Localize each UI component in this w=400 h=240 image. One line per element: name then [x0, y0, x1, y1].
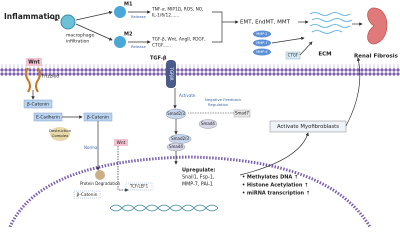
feedback-label: Negative Feedback	[205, 97, 242, 102]
effect-label: • miRNA transcription ↑	[242, 191, 310, 197]
mmp-icon	[253, 48, 271, 56]
ctgf-label: CTGF	[288, 53, 299, 58]
cell-label: macrophage	[66, 33, 94, 39]
dna-helix	[109, 204, 219, 212]
release-label: Release	[131, 44, 146, 49]
arrow	[75, 23, 113, 41]
outcome-label: Renal Fibrosis	[354, 54, 399, 60]
beta-catenin-box	[73, 190, 101, 199]
wnt-box	[26, 58, 42, 66]
myofibroblast-label: Activate Myofibroblasts	[277, 124, 339, 130]
transitions: EMT, EndMT, MMT	[240, 20, 291, 26]
cell-label: infiltration	[66, 39, 89, 45]
ecm-fibers	[309, 12, 353, 34]
diagram: Inflammation macrophage infiltration M1 …	[0, 2, 400, 227]
gene-label: Snail1, Fsp-1,	[182, 175, 215, 181]
arrow	[271, 36, 305, 44]
arrow	[75, 10, 113, 21]
mmp-icon	[253, 30, 271, 38]
activate-label: Activate	[179, 93, 196, 98]
destruction-complex-icon	[50, 127, 70, 141]
destruction-complex-label: Destruction	[49, 128, 72, 133]
effect-label: • Methylates DNA ↑	[242, 175, 298, 181]
tgf-label: TGF-β	[150, 56, 167, 62]
mmp-label: MMP-9	[256, 50, 267, 54]
m2-icon	[114, 36, 126, 48]
beta-catenin-label: β-Catenin	[87, 115, 109, 121]
myofibroblast-box	[269, 120, 347, 133]
arrow	[299, 41, 313, 56]
smad4-label: Smad4	[201, 121, 215, 126]
degradation-label: Protein Degradation	[80, 181, 121, 186]
complex-label: Smad2/3	[171, 136, 189, 141]
cell-membrane	[0, 64, 400, 76]
arrow	[47, 16, 59, 21]
m2-factors: TGF-β, Wnt, AngII, PDGF,	[151, 37, 206, 43]
ctgf-box	[285, 51, 301, 60]
arrow	[345, 57, 361, 127]
page: Renal fibrosis pathways {"inflammation":…	[0, 0, 400, 227]
upregulate-label: Upregulate:	[182, 168, 216, 174]
arrow	[212, 11, 238, 43]
effect-label: • Histone Acetylation ↑	[242, 183, 308, 189]
release-label: Release	[131, 14, 146, 19]
tcf-box	[125, 182, 153, 191]
smad23-label: Smad2/3	[167, 111, 185, 116]
e-cadherin-label: E-Cadherin	[36, 115, 60, 121]
smad-icon	[198, 119, 218, 129]
mmp-icon	[253, 39, 271, 47]
smad7-label: Smad7	[235, 111, 249, 116]
feedback-label: Regulation	[208, 102, 229, 107]
mmp-label: MMP-7	[256, 41, 267, 45]
kidney-icon	[367, 7, 388, 45]
gene-label: MMP-7, PAI-1	[182, 182, 213, 188]
wnt-box	[114, 139, 128, 146]
beta-catenin-box	[23, 99, 53, 109]
m2-label: M2	[124, 32, 133, 38]
destruction-complex-label: Complex	[52, 133, 69, 138]
arrow	[117, 146, 129, 192]
tgfbr-icon	[166, 60, 176, 88]
degradation-icon	[95, 170, 105, 180]
normal-label: Normal	[84, 145, 98, 150]
wnt-label: Wnt	[28, 60, 40, 66]
inflammation-title: Inflammation	[4, 12, 60, 21]
m1-factors: IL-1/6/12......	[152, 13, 179, 19]
mmp-label: MMP-2	[256, 32, 267, 36]
frizzled-icon	[25, 67, 41, 93]
smad7-box	[233, 109, 251, 118]
beta-catenin-label: β-Catenin	[77, 192, 98, 198]
ecm-label: ECM	[318, 52, 331, 58]
arrow	[239, 132, 309, 176]
tcf-label: TCF/LEF1	[129, 184, 149, 189]
macrophage-icon	[60, 14, 76, 30]
complex-label: Smad4	[169, 144, 183, 149]
frizzled-label: Frizzled	[42, 74, 59, 80]
m1-label: M1	[124, 2, 133, 8]
wnt-label: Wnt	[117, 140, 126, 146]
m1-icon	[114, 6, 126, 18]
beta-catenin-label: β-Catenin	[27, 102, 49, 108]
m2-factors: CTGF......	[152, 43, 171, 49]
tgfbr-label: TGFβR	[169, 66, 174, 80]
body: Inflammation macrophage infiltration M1 …	[0, 0, 400, 227]
m1-factors: TNF-α, MIP1Ω, ROS, NO,	[151, 7, 204, 13]
